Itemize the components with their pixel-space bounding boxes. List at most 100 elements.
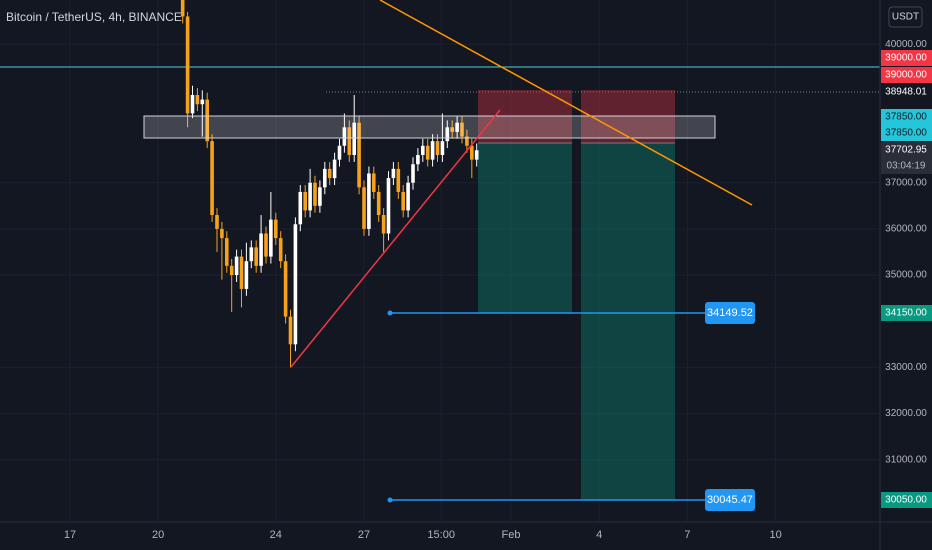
- trend-line[interactable]: [290, 109, 501, 368]
- candle-body: [371, 173, 376, 192]
- candle-body: [460, 122, 464, 137]
- price-label-bg: [881, 142, 932, 158]
- price-label-bg: [881, 492, 932, 508]
- y-tick-label: 33000.00: [885, 362, 927, 373]
- y-tick-label: 36000.00: [885, 224, 927, 235]
- countdown-bg: [881, 158, 932, 174]
- candle-body: [376, 191, 381, 216]
- price-label: 37850.00: [885, 112, 927, 123]
- x-tick-label: 10: [769, 529, 781, 541]
- candle-body: [303, 191, 307, 211]
- candle-body: [244, 261, 249, 289]
- price-label: 30050.00: [885, 495, 927, 506]
- candle-body: [381, 215, 386, 234]
- x-tick-label: Feb: [502, 529, 521, 541]
- candle-body: [190, 94, 195, 114]
- target-badge: [705, 489, 755, 511]
- candle-body: [220, 228, 224, 239]
- candle-body: [200, 99, 205, 105]
- target-zone[interactable]: [478, 143, 572, 313]
- candle-body: [323, 168, 327, 188]
- price-label-bg: [881, 109, 932, 125]
- price-label: 37702.95: [885, 145, 927, 156]
- candle-body: [205, 99, 209, 142]
- candle-body: [185, 16, 190, 114]
- price-label-bg: [881, 125, 932, 141]
- x-tick-label: 7: [684, 529, 690, 541]
- countdown: 03:04:19: [887, 161, 926, 172]
- candle-body: [249, 247, 254, 262]
- candle-body: [278, 238, 283, 262]
- price-label-bg: [881, 305, 932, 321]
- y-tick-label: 31000.00: [885, 454, 927, 465]
- candle-body: [342, 127, 347, 146]
- candle-body: [401, 191, 405, 211]
- candle-body: [283, 261, 288, 317]
- candle-body: [435, 141, 440, 156]
- candle-body: [332, 159, 337, 179]
- candle-body: [327, 168, 332, 179]
- candle-body: [288, 316, 293, 345]
- target-text: 34149.52: [707, 307, 753, 319]
- target-text: 30045.47: [707, 494, 753, 506]
- trend-line[interactable]: [379, 0, 753, 206]
- candle-body: [455, 122, 459, 132]
- candle-body: [396, 168, 401, 192]
- candle-body: [269, 219, 273, 257]
- symbol-title: Bitcoin / TetherUS, 4h, BINANCE: [6, 10, 182, 24]
- target-badge: [705, 302, 755, 324]
- candle-body: [425, 145, 430, 160]
- price-label: 34150.00: [885, 308, 927, 319]
- currency-button[interactable]: [888, 6, 923, 28]
- price-label-bg: [881, 84, 932, 100]
- candle-body: [362, 187, 366, 229]
- candle-body: [470, 145, 474, 160]
- x-tick-label: 20: [152, 529, 164, 541]
- candle-body: [337, 145, 342, 160]
- candle-body: [180, 0, 185, 17]
- x-tick-label: 4: [596, 529, 602, 541]
- candle-body: [430, 141, 435, 160]
- x-tick-label: 24: [270, 529, 282, 541]
- candle-body: [224, 238, 229, 266]
- anchor[interactable]: [387, 310, 393, 316]
- candle-body: [234, 256, 239, 276]
- candle-body: [239, 256, 244, 289]
- candle-body: [264, 233, 268, 257]
- candle-body: [298, 191, 303, 225]
- candle-body: [367, 173, 371, 229]
- candles: [180, 0, 479, 368]
- candle-body: [406, 182, 410, 211]
- price-labels: 39000.00 39000.00 38948.01 37850.00 37850.00…: [881, 50, 932, 508]
- y-tick-label: 40000.00: [885, 39, 927, 50]
- candle-body: [420, 145, 425, 156]
- y-tick-label: 35000.00: [885, 270, 927, 281]
- candle-body: [259, 233, 263, 266]
- candle-body: [352, 122, 357, 156]
- resistance-box[interactable]: [143, 115, 716, 139]
- candle-body: [254, 247, 258, 266]
- candle-body: [229, 265, 234, 276]
- candle-body: [293, 224, 298, 345]
- candle-body: [195, 94, 200, 105]
- price-label: 38948.01: [885, 87, 927, 98]
- candle-body: [215, 215, 219, 229]
- price-label: 39000.00: [885, 53, 927, 64]
- candle-body: [308, 182, 312, 211]
- target-zone[interactable]: [581, 143, 675, 500]
- price-label-bg: [881, 50, 932, 66]
- price-label-bg: [881, 67, 932, 83]
- candle-body: [416, 155, 420, 165]
- candle-body: [347, 127, 352, 156]
- candle-body: [386, 178, 391, 234]
- candle-body: [445, 127, 450, 142]
- price-label: 39000.00: [885, 70, 927, 81]
- axes: 31000.00 32000.00 33000.00 35000.00 36000.00…: [64, 39, 927, 541]
- price-label: 37850.00: [885, 128, 927, 139]
- candle-body: [273, 219, 278, 239]
- x-tick-label: 15:00: [427, 529, 455, 541]
- anchor[interactable]: [387, 497, 393, 503]
- candle-body: [313, 182, 317, 206]
- candle-body: [318, 187, 322, 206]
